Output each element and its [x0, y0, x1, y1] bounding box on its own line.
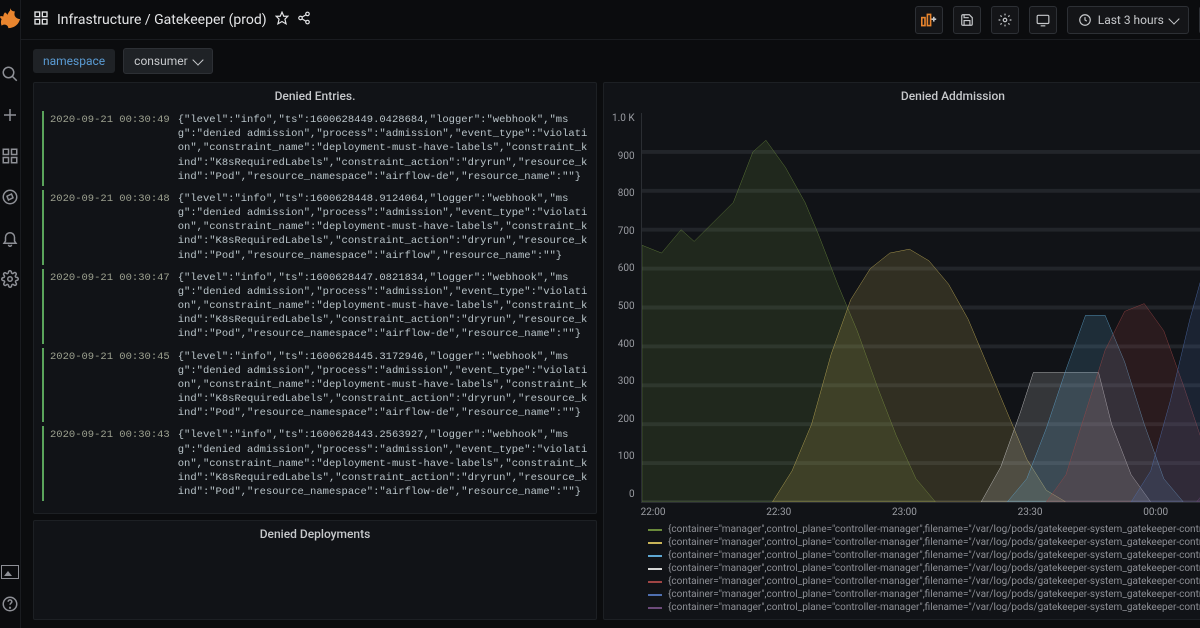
log-row[interactable]: 2020-09-21 00:30:45{"level":"info","ts":… — [42, 348, 588, 423]
alerting-icon[interactable] — [1, 229, 19, 250]
log-row[interactable]: 2020-09-21 00:30:48{"level":"info","ts":… — [42, 190, 588, 265]
clock-icon — [1078, 13, 1092, 27]
star-icon[interactable] — [275, 11, 289, 29]
grafana-logo-icon[interactable] — [0, 8, 20, 33]
chart-xaxis: 22:0022:3023:0023:3000:0000:30 — [641, 503, 1200, 518]
denied-entries-panel: Denied Entries. 2020-09-21 00:30:49{"lev… — [33, 82, 597, 514]
settings-icon[interactable] — [1, 270, 19, 291]
log-row[interactable]: 2020-09-21 00:30:43{"level":"info","ts":… — [42, 426, 588, 501]
chevron-down-icon — [1168, 13, 1179, 24]
topbar: Infrastructure / Gatekeeper (prod) Last … — [21, 0, 1200, 40]
panel-title: Denied Addmission — [604, 83, 1200, 109]
log-list[interactable]: 2020-09-21 00:30:49{"level":"info","ts":… — [34, 109, 596, 513]
time-range-picker[interactable]: Last 3 hours — [1067, 6, 1189, 34]
dashboards-icon[interactable] — [1, 147, 19, 168]
denied-admission-panel: Denied Addmission 1.0 K90080070060050040… — [603, 82, 1200, 620]
legend-item[interactable]: {container="manager",control_plane="cont… — [648, 589, 1200, 600]
explore-icon[interactable] — [1, 188, 19, 209]
log-row[interactable]: 2020-09-21 00:30:49{"level":"info","ts":… — [42, 111, 588, 186]
variable-bar: namespace consumer — [21, 40, 1200, 82]
main-area: Infrastructure / Gatekeeper (prod) Last … — [21, 0, 1200, 628]
share-icon[interactable] — [297, 11, 311, 29]
chart-plot[interactable] — [641, 113, 1200, 503]
variable-value: consumer — [134, 54, 188, 68]
sidebar — [0, 0, 21, 628]
plus-icon[interactable] — [1, 106, 19, 127]
panel-title: Denied Entries. — [34, 83, 596, 109]
variable-label: namespace — [33, 49, 115, 73]
breadcrumb[interactable]: Infrastructure / Gatekeeper (prod) — [57, 12, 267, 28]
chart-legend[interactable]: {container="manager",control_plane="cont… — [604, 518, 1200, 619]
help-icon[interactable] — [1, 595, 19, 616]
dashboard-settings-button[interactable] — [991, 6, 1019, 34]
log-row[interactable]: 2020-09-21 00:30:47{"level":"info","ts":… — [42, 269, 588, 344]
legend-item[interactable]: {container="manager",control_plane="cont… — [648, 576, 1200, 587]
chevron-down-icon — [192, 54, 203, 65]
time-range-label: Last 3 hours — [1098, 13, 1164, 27]
legend-item[interactable]: {container="manager",control_plane="cont… — [648, 537, 1200, 548]
legend-item[interactable]: {container="manager",control_plane="cont… — [648, 524, 1200, 535]
panel-title: Denied Deployments — [34, 521, 596, 547]
profile-icon[interactable] — [1, 565, 19, 579]
variable-select[interactable]: consumer — [123, 48, 213, 74]
add-panel-button[interactable] — [915, 6, 943, 34]
chart-yaxis: 1.0 K9008007006005004003002001000 — [612, 113, 641, 518]
denied-deployments-panel: Denied Deployments — [33, 520, 597, 620]
legend-item[interactable]: {container="manager",control_plane="cont… — [648, 563, 1200, 574]
dashboard-grid-icon — [33, 10, 49, 30]
search-icon[interactable] — [1, 65, 19, 86]
legend-item[interactable]: {container="manager",control_plane="cont… — [648, 550, 1200, 561]
cycle-view-button[interactable] — [1029, 6, 1057, 34]
dashboard-grid: Denied Entries. 2020-09-21 00:30:49{"lev… — [21, 82, 1200, 628]
save-button[interactable] — [953, 6, 981, 34]
legend-item[interactable]: {container="manager",control_plane="cont… — [648, 602, 1200, 613]
